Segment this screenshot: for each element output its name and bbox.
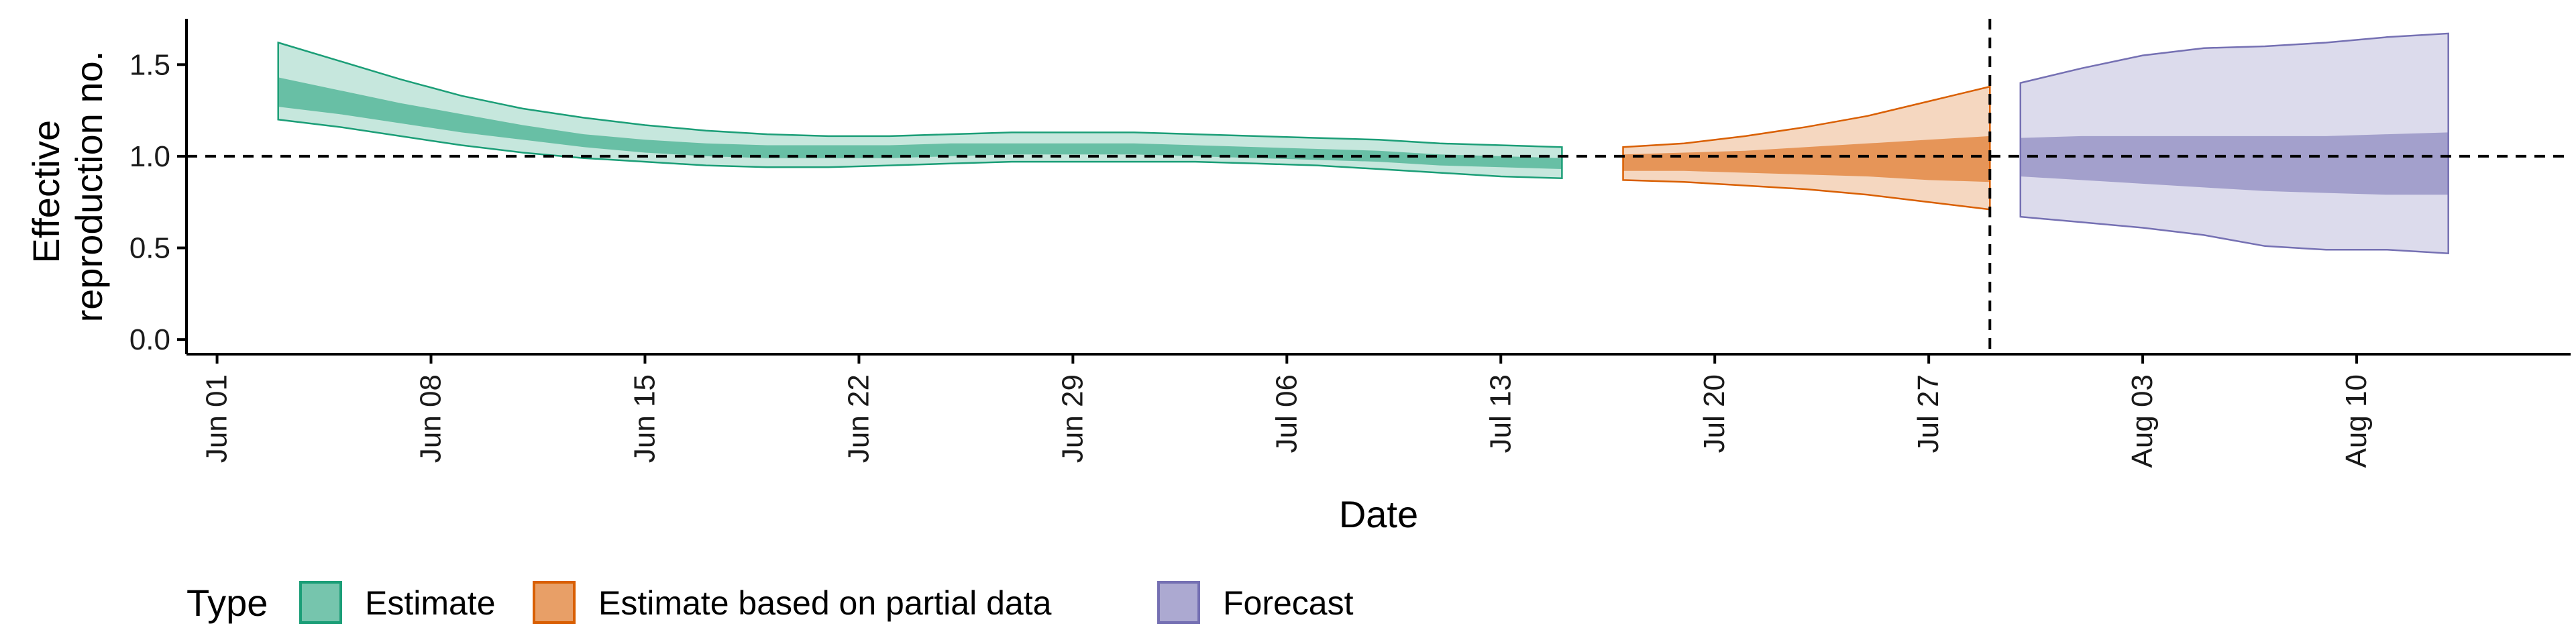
x-tick-label: Jul 06 [1270,374,1303,453]
legend-items: Estimate Estimate based on partial data Fo… [299,581,1354,624]
y-axis-title: Effective reproduction no. [25,51,110,323]
x-tick-label: Jul 20 [1698,374,1731,453]
x-axis-title: Date [1339,493,1418,535]
x-axis-ticks: Jun 01 Jun 08 Jun 15 Jun 22 Jun 29 Jul 06 Jul … [201,354,2373,468]
y-axis-title-line-1: Effective [25,120,67,264]
x-tick-label: Aug 10 [2340,374,2373,468]
reference-lines [186,19,2571,354]
x-tick-label: Jul 27 [1912,374,1945,453]
legend-label-forecast: Forecast [1223,584,1354,622]
uncertainty-bands [277,32,2449,255]
legend-swatch-estimate-based-on-partial-data [533,581,576,624]
legend-label-estimate: Estimate [365,584,496,622]
x-tick-label: Aug 03 [2126,374,2159,468]
x-tick-label: Jul 13 [1484,374,1517,453]
x-tick-label: Jun 15 [628,374,661,463]
legend-label-estimate-based-on-partial-data: Estimate based on partial data [598,584,1052,622]
legend-swatch-forecast [1157,581,1200,624]
y-axis-title-line-2: reproduction no. [68,51,110,323]
axes [185,19,2571,356]
x-tick-label: Jun 29 [1056,374,1089,463]
y-axis-ticks: 0.0 0.5 1.0 1.5 [129,48,186,356]
y-tick-label: 0.0 [129,323,170,356]
legend-title: Type [186,582,268,624]
legend-swatch-estimate [299,581,342,624]
y-tick-label: 1.5 [129,48,170,81]
x-tick-label: Jun 22 [842,374,875,463]
legend: Type Estimate Estimate based on partial d… [186,581,1354,624]
y-tick-label: 0.5 [129,232,170,265]
estimate-based-on-partial-data-band-50 [1623,136,1990,182]
x-tick-label: Jun 01 [201,374,233,463]
estimate-band-50 [278,77,1562,170]
forecast-band-50 [2020,132,2449,195]
y-tick-label: 1.0 [129,140,170,173]
x-tick-label: Jun 08 [415,374,447,463]
